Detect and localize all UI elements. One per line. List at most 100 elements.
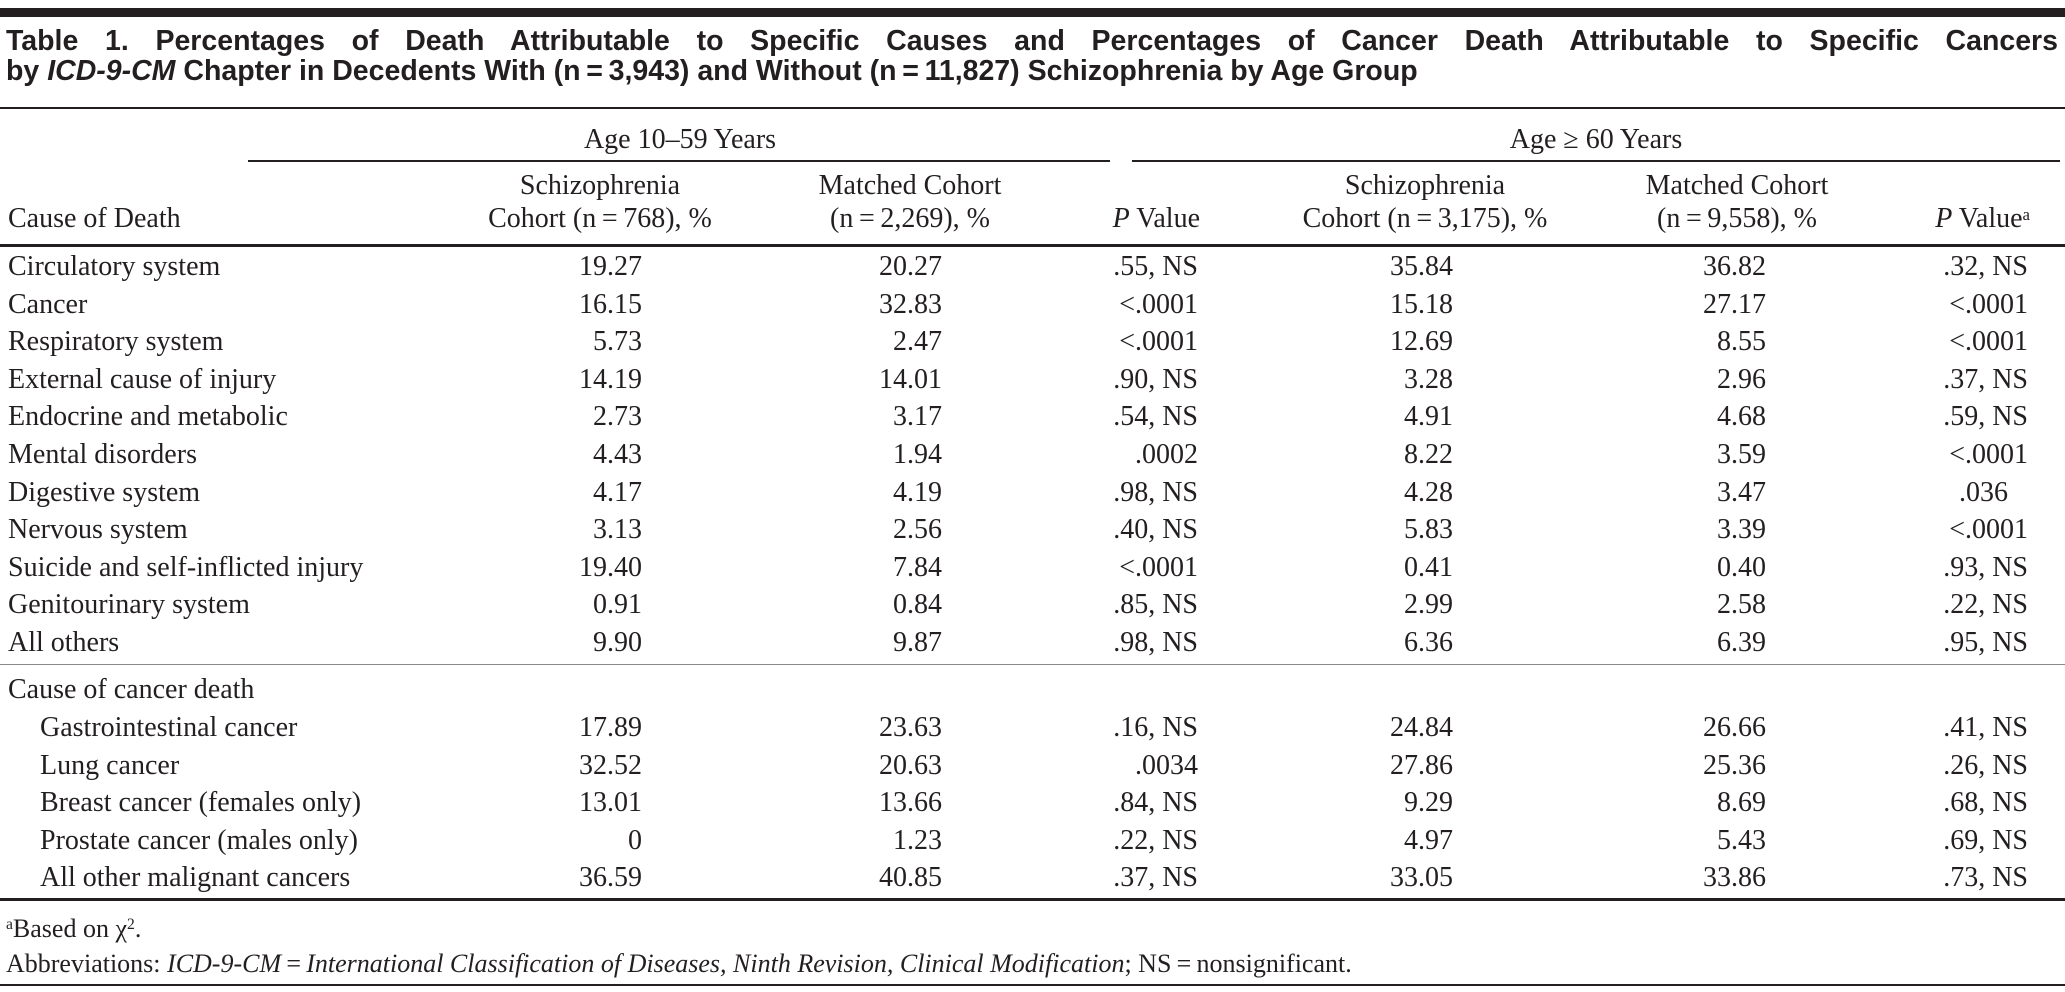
cell-g2-matched: 36.82 xyxy=(1703,251,1766,282)
footer-rule xyxy=(0,984,2065,986)
row-cause-label: Gastrointestinal cancer xyxy=(40,712,298,743)
cell-g2-p-value: .59, NS xyxy=(1943,401,2028,433)
cell-g1-schizophrenia: 13.01 xyxy=(579,787,642,819)
abbr-definition: International Classification of Diseases… xyxy=(306,949,1125,978)
group2-underline xyxy=(1132,160,2060,162)
cell-g1-matched: 7.84 xyxy=(893,551,942,583)
cell-g1-schizophrenia: 36.59 xyxy=(579,862,642,894)
cell-g1-schizophrenia: 4.43 xyxy=(593,439,642,470)
header-g1-schizophrenia-l2: Cohort (n = 768), % xyxy=(488,203,712,234)
row-cause-label: Mental disorders xyxy=(8,439,197,470)
table-title: Table 1. Percentages of Death Attributab… xyxy=(6,26,2058,86)
cell-g2-matched: 8.55 xyxy=(1717,326,1766,358)
cell-g2-matched: 4.68 xyxy=(1717,401,1766,433)
row-cause-label: Breast cancer (females only) xyxy=(40,787,362,819)
cell-g2-schizophrenia: 3.28 xyxy=(1404,363,1453,395)
cell-g1-p-value: .0002 xyxy=(1135,439,1198,470)
header-g2-p-value: P Valuea xyxy=(1935,203,2030,235)
cell-g1-matched: 4.19 xyxy=(893,476,942,508)
cell-g2-schizophrenia: 5.83 xyxy=(1404,514,1453,546)
title-line-1: Table 1. Percentages of Death Attributab… xyxy=(6,25,2058,57)
cell-g1-matched: 13.66 xyxy=(879,787,942,819)
cell-g2-matched: 26.66 xyxy=(1703,712,1766,743)
cell-g1-p-value: .0034 xyxy=(1135,749,1198,781)
cell-g1-p-value: .98, NS xyxy=(1113,627,1198,658)
cell-g2-p-value: .26, NS xyxy=(1943,749,2028,781)
cell-g2-matched: 33.86 xyxy=(1703,862,1766,894)
header-g1-p-value: P Value xyxy=(1113,203,1200,235)
cell-g2-p-value: <.0001 xyxy=(1949,439,2028,470)
row-cause-label: Genitourinary system xyxy=(8,589,250,621)
cell-g1-schizophrenia: 5.73 xyxy=(593,326,642,358)
cell-g1-schizophrenia: 16.15 xyxy=(579,288,642,320)
section-separator xyxy=(0,664,2065,665)
header-g2-schizophrenia-l2: Cohort (n = 3,175), % xyxy=(1302,203,1548,234)
cell-g1-p-value: .85, NS xyxy=(1113,589,1198,621)
cell-g2-matched: 3.39 xyxy=(1717,514,1766,546)
cell-g2-p-value: <.0001 xyxy=(1949,514,2028,546)
footnote-a-exp: 2 xyxy=(127,916,135,933)
cell-g1-p-value: .84, NS xyxy=(1113,787,1198,819)
cell-g1-p-value: .90, NS xyxy=(1113,363,1198,395)
cell-g2-p-value: .68, NS xyxy=(1943,787,2028,819)
cell-g2-schizophrenia: 33.05 xyxy=(1390,862,1453,894)
title-rule xyxy=(0,107,2065,109)
p-rest: Value xyxy=(1952,203,2023,234)
cell-g1-p-value: .16, NS xyxy=(1113,712,1198,743)
cell-g2-schizophrenia: 4.91 xyxy=(1404,401,1453,433)
cell-g1-schizophrenia: 17.89 xyxy=(579,712,642,743)
cell-g2-schizophrenia: 4.28 xyxy=(1404,476,1453,508)
footnote-a: aBased on χ2. xyxy=(6,914,141,944)
cell-g1-matched: 20.63 xyxy=(879,749,942,781)
cell-g1-p-value: .98, NS xyxy=(1113,476,1198,508)
cell-g1-schizophrenia: 4.17 xyxy=(593,476,642,508)
cell-g1-p-value: .22, NS xyxy=(1113,824,1198,856)
cell-g1-p-value: <.0001 xyxy=(1119,326,1198,358)
cell-g1-schizophrenia: 19.40 xyxy=(579,551,642,583)
title-rest: Chapter in Decedents With (n = 3,943) an… xyxy=(175,55,1418,87)
cell-g2-matched: 6.39 xyxy=(1717,627,1766,658)
footnote-abbreviations: Abbreviations: ICD-9-CM = International … xyxy=(6,949,1352,979)
row-cause-label: All other malignant cancers xyxy=(40,862,351,894)
row-cause-label: Cancer xyxy=(8,288,88,320)
header-cause-of-death: Cause of Death xyxy=(8,203,181,234)
cell-g2-schizophrenia: 0.41 xyxy=(1404,551,1453,583)
title-italic: ICD-9-CM xyxy=(47,55,176,87)
cell-g1-p-value: .55, NS xyxy=(1113,251,1198,282)
cell-g2-p-value: .73, NS xyxy=(1943,862,2028,894)
row-cause-label: Circulatory system xyxy=(8,251,221,282)
cell-g2-matched: 2.58 xyxy=(1717,589,1766,621)
cell-g1-p-value: .54, NS xyxy=(1113,401,1198,433)
abbr-rest: ; NS = nonsignificant. xyxy=(1124,949,1352,978)
cell-g2-p-value: .41, NS xyxy=(1943,712,2028,743)
cell-g1-schizophrenia: 19.27 xyxy=(579,251,642,282)
row-cause-label: Suicide and self-inflicted injury xyxy=(8,551,364,583)
cell-g2-p-value: .32, NS xyxy=(1943,251,2028,282)
cell-g2-schizophrenia: 35.84 xyxy=(1390,251,1453,282)
cell-g2-matched: 8.69 xyxy=(1717,787,1766,819)
footnote-a-marker: a xyxy=(6,916,13,933)
cell-g1-schizophrenia: 2.73 xyxy=(593,401,642,433)
cell-g2-matched: 5.43 xyxy=(1717,824,1766,856)
cell-g1-matched: 0.84 xyxy=(893,589,942,621)
cell-g2-p-value: .95, NS xyxy=(1943,627,2028,658)
group1-underline xyxy=(248,160,1110,162)
row-cause-label: Nervous system xyxy=(8,514,188,546)
cell-g1-p-value: .37, NS xyxy=(1113,862,1198,894)
cell-g1-p-value: .40, NS xyxy=(1113,514,1198,546)
cell-g1-matched: 1.94 xyxy=(893,439,942,470)
cell-g2-p-value: .93, NS xyxy=(1943,551,2028,583)
cell-g2-schizophrenia: 9.29 xyxy=(1404,787,1453,819)
group-header-age-60-plus: Age ≥ 60 Years xyxy=(1509,124,1683,155)
row-cause-label: Prostate cancer (males only) xyxy=(40,824,358,856)
abbr-prefix: Abbreviations: xyxy=(6,949,168,978)
top-thick-rule xyxy=(0,8,2065,17)
cell-g2-p-value: .69, NS xyxy=(1943,824,2028,856)
cell-g1-p-value: <.0001 xyxy=(1119,551,1198,583)
cell-g2-schizophrenia: 24.84 xyxy=(1390,712,1453,743)
cell-g1-matched: 20.27 xyxy=(879,251,942,282)
p-italic: P xyxy=(1935,203,1953,234)
cell-g2-schizophrenia: 4.97 xyxy=(1404,824,1453,856)
cell-g1-matched: 2.56 xyxy=(893,514,942,546)
row-cause-label: Lung cancer xyxy=(40,749,180,781)
